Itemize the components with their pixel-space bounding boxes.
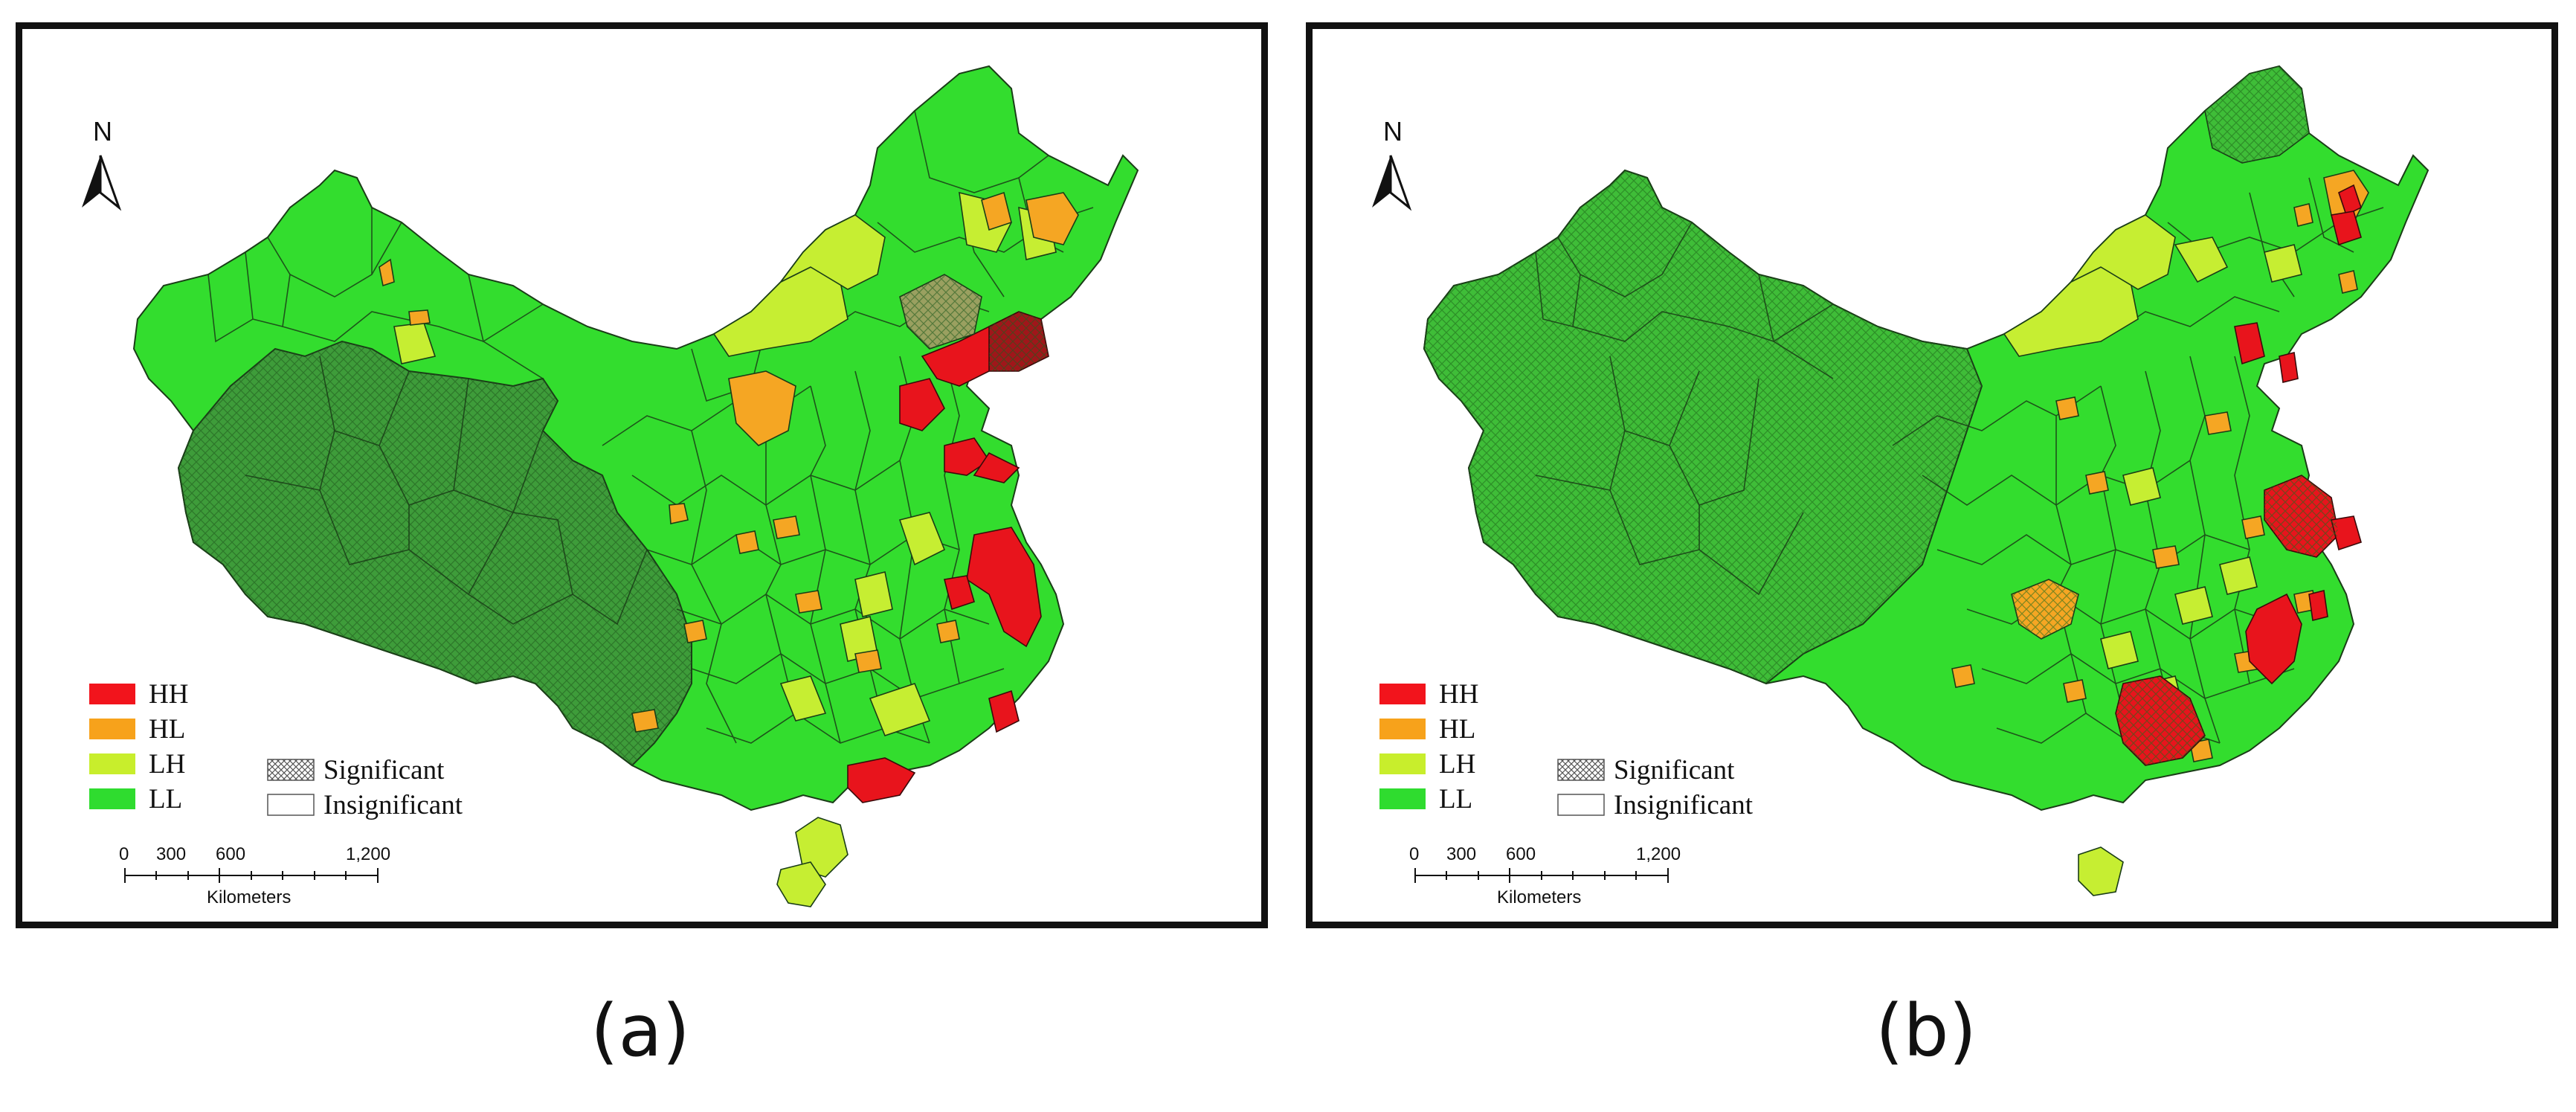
svg-text:N: N xyxy=(93,116,112,147)
legend-label-hl: HL xyxy=(149,714,185,745)
north-arrow-icon: N xyxy=(82,116,122,211)
scale-bar-a: 0 300 600 1,200 Kilometers xyxy=(119,844,390,907)
caption-a: (a) xyxy=(590,989,690,1073)
map-panel-a: N HH HL LH LL Significant Insignificant … xyxy=(16,22,1268,928)
svg-text:Kilometers: Kilometers xyxy=(1497,887,1581,907)
legend-label-ll: LL xyxy=(1439,784,1472,814)
svg-text:600: 600 xyxy=(1506,844,1536,864)
china-lisa-map-a: N HH HL LH LL Significant Insignificant … xyxy=(82,65,1139,907)
legend-label-ll: LL xyxy=(149,784,182,814)
svg-text:1,200: 1,200 xyxy=(346,844,390,864)
hl-regions-a xyxy=(379,191,1079,733)
legend-swatch-significant xyxy=(267,759,315,781)
legend-b: HH HL LH LL Significant Insignificant xyxy=(1379,679,1754,820)
hh-significant-regions-a xyxy=(988,311,1049,372)
legend-swatch-insignificant xyxy=(267,794,315,816)
legend-label-significant: Significant xyxy=(323,755,445,785)
legend-swatch-hl xyxy=(1379,719,1426,739)
legend-swatch-lh xyxy=(89,753,135,774)
legend-swatch-ll xyxy=(1379,788,1426,809)
svg-text:300: 300 xyxy=(1446,844,1476,864)
legend-label-lh: LH xyxy=(1439,749,1475,780)
region-hainan-a xyxy=(776,861,826,907)
lh-regions-b xyxy=(2003,214,2302,896)
legend-swatch-insignificant xyxy=(1557,794,1605,816)
china-lisa-map-b: N HH HL LH LL Significant Insignificant … xyxy=(1372,65,2430,907)
svg-text:0: 0 xyxy=(1409,844,1419,864)
lh-regions-a xyxy=(393,191,1057,878)
legend-label-hh: HH xyxy=(149,679,188,710)
caption-b: (b) xyxy=(1875,989,1977,1073)
legend-label-hh: HH xyxy=(1439,679,1478,710)
legend-swatch-significant xyxy=(1557,759,1605,781)
legend-label-hl: HL xyxy=(1439,714,1475,745)
legend-swatch-lh xyxy=(1379,753,1426,774)
svg-text:600: 600 xyxy=(216,844,245,864)
legend-swatch-hh xyxy=(89,684,135,704)
legend-label-lh: LH xyxy=(149,749,185,780)
legend-swatch-hh xyxy=(1379,684,1426,704)
svg-text:300: 300 xyxy=(156,844,186,864)
svg-text:0: 0 xyxy=(119,844,129,864)
scale-bar-b: 0 300 600 1,200 Kilometers xyxy=(1409,844,1681,907)
legend-swatch-ll xyxy=(89,788,135,809)
map-panel-b: N HH HL LH LL Significant Insignificant … xyxy=(1306,22,2558,928)
svg-text:1,200: 1,200 xyxy=(1636,844,1681,864)
legend-a: HH HL LH LL Significant Insignificant xyxy=(89,679,463,820)
legend-label-significant: Significant xyxy=(1614,755,1735,785)
svg-text:N: N xyxy=(1383,116,1403,147)
svg-text:Kilometers: Kilometers xyxy=(207,887,291,907)
legend-label-insignificant: Insignificant xyxy=(323,790,463,820)
north-arrow-icon: N xyxy=(1372,116,1412,211)
legend-label-insignificant: Insignificant xyxy=(1614,790,1754,820)
legend-swatch-hl xyxy=(89,719,135,739)
